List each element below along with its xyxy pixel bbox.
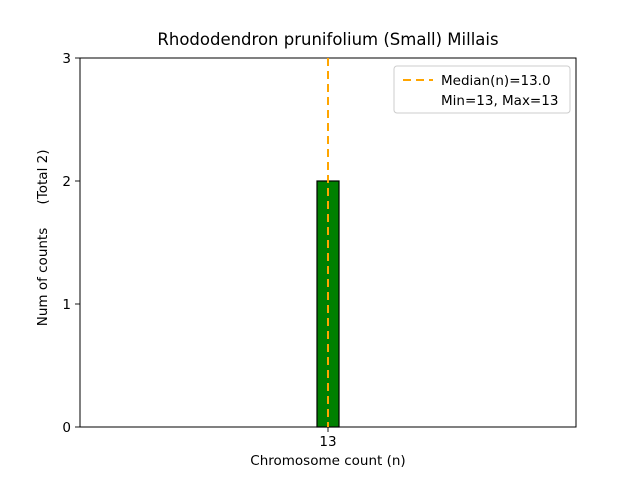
- x-axis-label: Chromosome count (n): [250, 453, 405, 469]
- legend: Median(n)=13.0 Min=13, Max=13: [393, 65, 571, 114]
- y-axis-ticks: 0 1 2 3: [62, 51, 80, 436]
- x-tick-label: 13: [319, 434, 336, 450]
- y-axis-label-total: (Total 2): [35, 150, 51, 205]
- legend-minmax-label: Min=13, Max=13: [441, 93, 558, 109]
- y-tick-label: 1: [62, 297, 71, 313]
- y-axis-label: Num of counts: [35, 228, 51, 327]
- x-axis-ticks: 13: [319, 427, 337, 450]
- legend-box: [393, 65, 571, 114]
- y-tick-label: 0: [62, 420, 71, 436]
- y-tick-label: 3: [62, 51, 71, 67]
- y-tick-label: 2: [62, 174, 71, 190]
- chart-title: Rhododendron prunifolium (Small) Millais: [157, 30, 498, 49]
- legend-median-label: Median(n)=13.0: [441, 73, 551, 89]
